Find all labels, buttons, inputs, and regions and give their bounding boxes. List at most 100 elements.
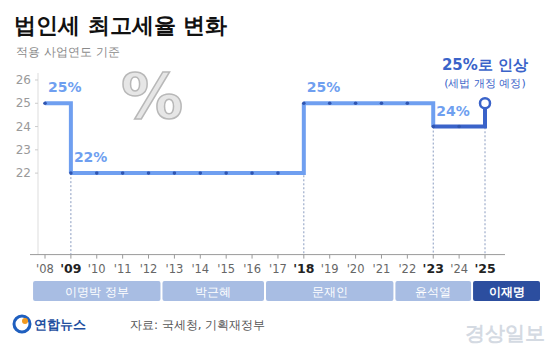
x-tick bbox=[70, 255, 71, 259]
x-tick-label: '25 bbox=[474, 261, 495, 276]
point-marker bbox=[457, 125, 461, 129]
x-tick-label: '14 bbox=[191, 262, 209, 276]
x-tick bbox=[459, 255, 460, 259]
line-segment bbox=[97, 171, 123, 175]
y-tick-label: 26 bbox=[16, 73, 31, 87]
point-marker bbox=[431, 125, 435, 129]
line-segment bbox=[356, 101, 382, 105]
source: 자료: 국세청, 기획재정부 bbox=[130, 318, 266, 332]
x-tick-label: '09 bbox=[60, 261, 81, 276]
y-tick bbox=[35, 126, 38, 127]
line-segment bbox=[381, 101, 407, 105]
line-segment bbox=[45, 103, 71, 173]
x-tick-label: '15 bbox=[217, 262, 235, 276]
y-tick bbox=[35, 103, 38, 104]
point-marker bbox=[250, 171, 254, 175]
point-marker bbox=[147, 171, 151, 175]
line-segment bbox=[226, 171, 252, 175]
x-tick-label: '12 bbox=[140, 262, 158, 276]
x-tick-label: '08 bbox=[36, 262, 54, 276]
annotation: (세법 개정 예정) bbox=[444, 77, 526, 90]
point-marker bbox=[43, 101, 47, 105]
point-marker bbox=[480, 98, 490, 108]
period-label: 윤석열 bbox=[415, 285, 451, 299]
point-marker bbox=[121, 171, 125, 175]
decoration: % bbox=[121, 60, 183, 133]
line-segment bbox=[407, 103, 433, 126]
title: 법인세 최고세율 변화 bbox=[14, 13, 227, 38]
x-tick-label: '20 bbox=[347, 262, 365, 276]
point-marker bbox=[173, 171, 177, 175]
x-tick bbox=[122, 255, 123, 259]
point-marker bbox=[95, 171, 99, 175]
logo-icon bbox=[14, 316, 30, 332]
x-tick bbox=[381, 255, 382, 259]
data-label: 22% bbox=[74, 149, 108, 165]
y-tick-label: 22 bbox=[16, 166, 31, 180]
x-tick-label: '16 bbox=[243, 262, 261, 276]
y-tick bbox=[35, 173, 38, 174]
x-tick bbox=[407, 255, 408, 259]
period-bar bbox=[162, 281, 264, 301]
x-tick bbox=[485, 255, 486, 259]
period-label: 박근혜 bbox=[195, 285, 231, 299]
point-marker bbox=[380, 101, 384, 105]
series-group bbox=[43, 98, 490, 254]
x-tick-label: '24 bbox=[450, 262, 468, 276]
x-tick bbox=[200, 255, 201, 259]
page: {"chart_data": { "type": "line", "title"… bbox=[0, 0, 550, 353]
x-tick bbox=[355, 255, 356, 259]
point-marker bbox=[354, 101, 358, 105]
x-tick bbox=[329, 255, 330, 259]
x-tick-label: '18 bbox=[293, 261, 314, 276]
data-label: 25% bbox=[307, 79, 341, 95]
line-segment bbox=[252, 171, 278, 175]
x-tick-label: '19 bbox=[321, 262, 339, 276]
point-marker bbox=[276, 171, 280, 175]
x-tick-label: '13 bbox=[166, 262, 184, 276]
y-tick-label: 24 bbox=[16, 120, 31, 134]
x-tick-label: '22 bbox=[398, 262, 416, 276]
point-marker bbox=[406, 101, 410, 105]
data-label: 24% bbox=[436, 103, 470, 119]
x-tick bbox=[174, 255, 175, 259]
period-bar bbox=[395, 281, 471, 301]
y-tick-label: 23 bbox=[16, 143, 31, 157]
x-tick-label: '10 bbox=[88, 262, 106, 276]
x-tick bbox=[96, 255, 97, 259]
period-label: 이재명 bbox=[489, 285, 525, 299]
period-label: 문재인 bbox=[312, 285, 348, 299]
y-tick-label: 25 bbox=[16, 96, 31, 110]
point-marker bbox=[69, 171, 73, 175]
line-segment bbox=[330, 101, 356, 105]
line-segment bbox=[174, 171, 200, 175]
subtitle: 적용 사업연도 기준 bbox=[16, 45, 120, 59]
period-bar bbox=[473, 281, 540, 301]
x-tick bbox=[148, 255, 149, 259]
chart: 법인세 최고세율 변화적용 사업연도 기준% 22 23 24 25 26 '08 '09 '1… bbox=[0, 0, 550, 353]
x-tick bbox=[226, 255, 227, 259]
y-tick bbox=[35, 149, 38, 150]
x-tick bbox=[433, 255, 434, 259]
data-label: 25%로 인상 bbox=[442, 56, 528, 74]
x-tick-label: '17 bbox=[269, 262, 287, 276]
line-segment bbox=[200, 171, 226, 175]
drop-line bbox=[433, 127, 434, 255]
x-tick bbox=[303, 255, 304, 259]
watermark: 경상일보 bbox=[465, 321, 545, 345]
x-tick bbox=[45, 255, 46, 259]
y-axis-line bbox=[38, 73, 39, 255]
point-marker bbox=[198, 171, 202, 175]
logo: 연합뉴스 bbox=[34, 317, 86, 332]
data-label: 25% bbox=[48, 79, 82, 95]
x-tick bbox=[252, 255, 253, 259]
x-tick-label: '23 bbox=[423, 261, 444, 276]
x-tick-label: '11 bbox=[114, 262, 132, 276]
x-axis-line bbox=[30, 254, 505, 255]
line-segment bbox=[433, 125, 459, 129]
point-marker bbox=[224, 171, 228, 175]
point-marker bbox=[328, 101, 332, 105]
period-label: 이명박 정부 bbox=[65, 285, 129, 299]
y-tick bbox=[35, 79, 38, 80]
line-segment bbox=[149, 171, 175, 175]
